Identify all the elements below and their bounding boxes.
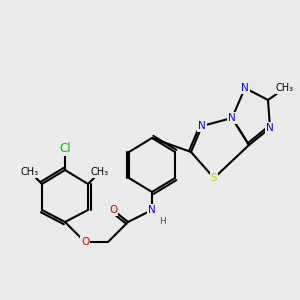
Text: CH₃: CH₃ [276, 83, 294, 93]
Text: N: N [241, 83, 249, 93]
Text: S: S [211, 173, 217, 183]
Text: N: N [198, 121, 206, 131]
Text: H: H [160, 218, 167, 226]
Text: N: N [266, 123, 274, 133]
Text: Cl: Cl [59, 142, 71, 154]
Text: N: N [148, 205, 156, 215]
Text: N: N [228, 113, 236, 123]
Text: CH₃: CH₃ [21, 167, 39, 177]
Text: O: O [81, 237, 89, 247]
Text: O: O [109, 205, 117, 215]
Text: CH₃: CH₃ [91, 167, 109, 177]
